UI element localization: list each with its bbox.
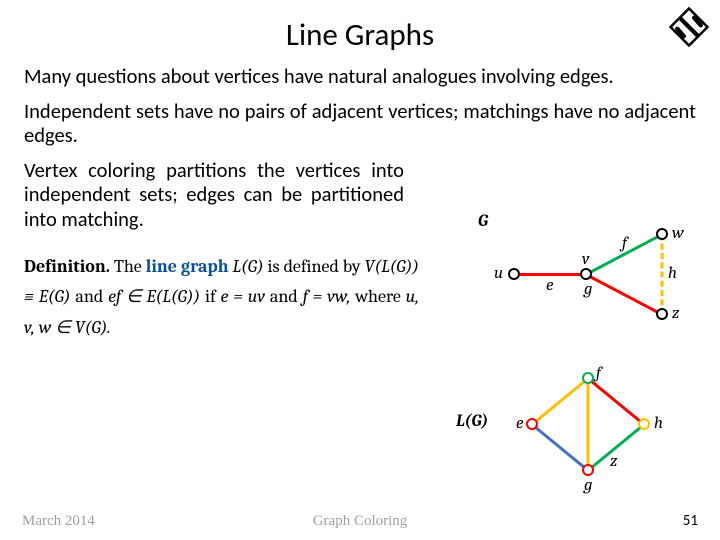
graph-label: w — [672, 224, 684, 243]
graph-label: h — [654, 414, 663, 433]
graph-G-diagram: G uwzefghv — [484, 222, 704, 342]
paragraph-2: Independent sets have no pairs of adjace… — [24, 99, 696, 148]
graph-node — [656, 308, 668, 320]
paragraph-1: Many questions about vertices have natur… — [24, 64, 696, 89]
definition-label: Definition. — [24, 256, 110, 277]
graph-label: f — [596, 364, 601, 383]
graph-node — [582, 372, 594, 384]
graph-label: g — [584, 280, 592, 299]
graph-LG-diagram: L(G) fehgz — [488, 370, 688, 490]
graph-label: z — [672, 304, 679, 323]
graph-node — [526, 418, 538, 430]
graph-label: e — [546, 276, 553, 295]
graph-edge — [531, 423, 589, 471]
graph-edge — [587, 377, 645, 425]
definition-block: Definition. The line graph L(G) is defin… — [24, 252, 419, 344]
logo-icon — [668, 6, 710, 48]
paragraph-3: Vertex coloring partitions the vertices … — [24, 158, 404, 232]
graph-label: z — [610, 452, 617, 471]
graph-node — [508, 268, 520, 280]
graph-node — [638, 418, 650, 430]
graph-node — [582, 464, 594, 476]
graph-label: g — [584, 476, 592, 495]
graph-edge — [661, 234, 664, 314]
graph-edge — [585, 273, 662, 316]
graph-label: e — [516, 414, 523, 433]
slide-title: Line Graphs — [24, 16, 696, 54]
footer-date: March 2014 — [22, 513, 95, 530]
graph-label: f — [622, 234, 627, 253]
graph-edge — [531, 377, 589, 425]
graph-edge — [587, 378, 590, 470]
graph-label: v — [582, 250, 589, 269]
footer-subject: Graph Coloring — [313, 513, 408, 530]
graph-LG-title: L(G) — [456, 412, 488, 431]
page-number: 51 — [683, 512, 698, 530]
graph-label: u — [494, 264, 503, 283]
graph-node — [656, 228, 668, 240]
graph-label: h — [668, 264, 677, 283]
graph-G-title: G — [478, 212, 488, 231]
term-line-graph: line graph — [146, 256, 229, 277]
graph-node — [580, 268, 592, 280]
